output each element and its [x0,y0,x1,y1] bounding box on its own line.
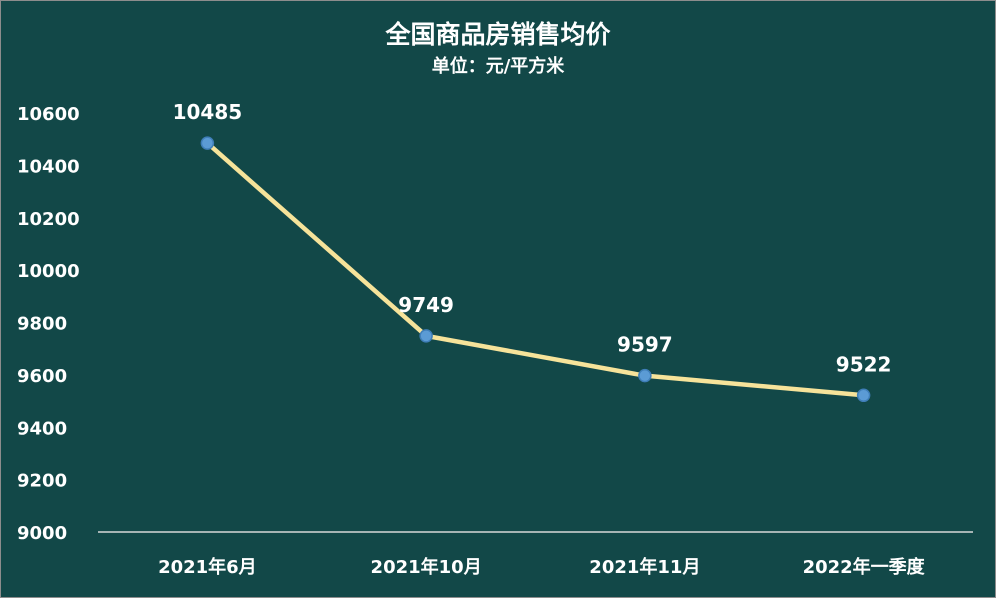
data-point [200,136,215,150]
data-label: 9597 [617,333,673,357]
y-tick-label: 10200 [17,209,80,230]
data-label: 9749 [398,293,454,317]
y-tick-label: 9600 [17,366,67,387]
y-tick-label: 10600 [17,104,80,125]
y-tick-label: 10400 [17,156,80,177]
chart-title: 全国商品房销售均价 [385,20,611,49]
y-tick-label: 9000 [17,523,67,544]
chart-subtitle: 单位：元/平方米 [431,56,565,77]
data-point [638,368,652,383]
y-tick-label: 9400 [17,418,67,439]
data-point [419,329,433,343]
data-label: 9522 [836,352,892,376]
x-tick-label: 2021年10月 [371,556,482,578]
y-tick-label: 9200 [17,471,67,492]
x-tick-label: 2021年6月 [158,556,257,578]
y-tick-label: 9800 [17,314,67,335]
data-label: 10485 [173,100,243,124]
series-line [205,140,866,398]
x-tick-label: 2022年一季度 [803,556,926,578]
x-tick-label: 2021年11月 [589,556,700,578]
data-point [856,388,871,403]
y-tick-label: 10000 [17,261,80,282]
